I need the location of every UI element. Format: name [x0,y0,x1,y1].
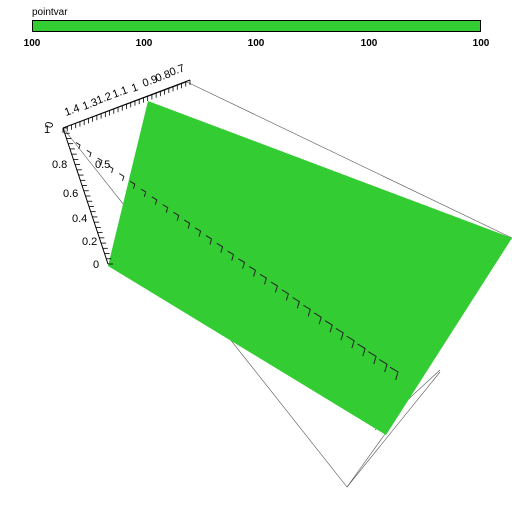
vector-glyph [194,227,202,237]
vector-glyph [270,281,278,293]
vector-glyph [129,180,136,189]
vector-glyph [281,289,289,301]
vector-glyph [97,157,103,166]
colorbar-tick-label: 100 [472,38,490,49]
vector-glyph [238,258,246,269]
top-tick-label: 0.7 [168,62,186,79]
inner-label: 0.5 [95,159,110,171]
vector-glyph [368,351,377,365]
y-tick-label: 0.6 [63,188,78,200]
vector-glyph [324,320,333,333]
vector-glyph [335,328,344,341]
vector-glyph [292,297,300,309]
vector-glyphs [75,142,399,381]
vector-glyph [162,204,169,213]
vector-glyph [259,273,268,285]
vector-glyph [86,149,92,158]
y-tick-label: 0.4 [72,213,87,225]
top-tick-label: 1.1 [111,84,129,101]
y-tick-label: 0 [93,259,99,271]
vector-glyph [173,211,180,221]
vector-glyph [248,266,257,277]
colorbar-tick-label: 100 [135,38,153,49]
colorbar-tick-label: 100 [360,38,378,49]
box-edge [186,81,512,239]
colorbar-title: pointvar [32,7,68,18]
y-tick-label: 0.8 [52,159,67,171]
vector-glyph [75,142,81,150]
colorbar-tick-label: 100 [247,38,265,49]
axis-ticks [62,80,191,265]
y-tick-label: 1 [44,124,50,136]
vector-glyph [346,335,355,349]
top-tick-label: 0.8 [154,68,172,85]
colorbar-tick-label: 100 [23,38,41,49]
vector-glyph [140,188,147,197]
vector-glyph [389,366,399,381]
vector-glyph [378,359,388,373]
vector-glyph [151,196,158,205]
top-tick-label: 1.3 [81,96,99,113]
box-edge [346,433,386,488]
top-tick-label: 0.9 [141,73,159,90]
top-tick-label: 1 [130,81,140,94]
vector-glyph [205,235,213,245]
corner-label: 0 [43,121,56,129]
surface [108,101,512,435]
vector-glyph [108,165,114,174]
vector-glyph [119,173,125,182]
y-tick-label: 0.2 [82,236,97,248]
top-tick-label: 1.4 [63,102,81,119]
vector-glyph [227,250,235,261]
vector-glyph [216,242,224,253]
top-tick-label: 1.2 [95,90,113,107]
vector-glyph [357,343,366,357]
vector-glyph [313,312,322,325]
vector-glyph [184,219,191,229]
vector-glyph [303,304,311,317]
colorbar [32,20,481,32]
